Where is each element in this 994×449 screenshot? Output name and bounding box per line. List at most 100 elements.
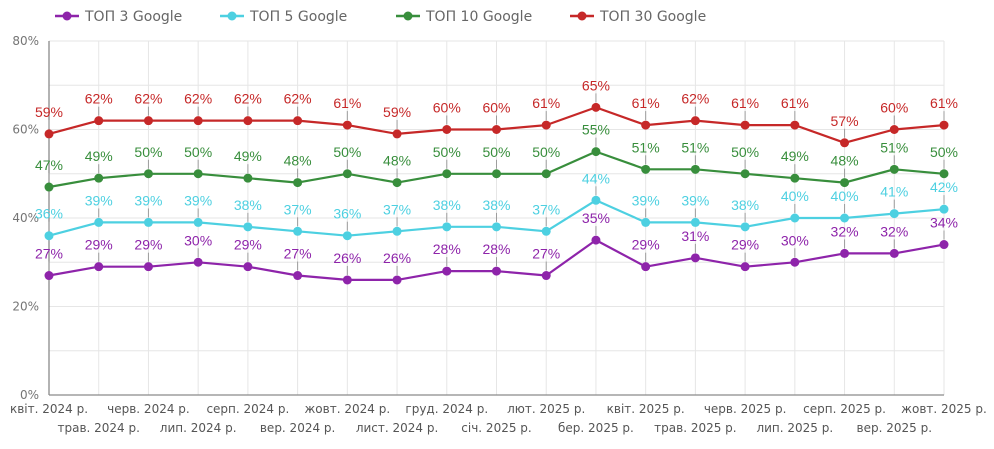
data-point bbox=[193, 217, 203, 227]
data-point bbox=[442, 169, 452, 179]
data-label: 27% bbox=[284, 246, 312, 262]
legend-marker-icon bbox=[62, 11, 72, 21]
data-point bbox=[243, 173, 253, 183]
legend: ТОП 3 Google ТОП 5 Google ТОП 10 Google ТОП… bbox=[55, 9, 706, 25]
data-point bbox=[541, 120, 551, 130]
data-point bbox=[541, 271, 551, 281]
x-tick-label: лист. 2024 р. bbox=[356, 421, 438, 435]
data-point bbox=[641, 262, 651, 272]
data-label: 36% bbox=[35, 206, 63, 222]
data-point bbox=[790, 257, 800, 267]
data-point bbox=[939, 240, 949, 250]
data-point bbox=[193, 169, 203, 179]
data-point bbox=[44, 129, 54, 139]
data-label: 48% bbox=[383, 153, 411, 169]
data-label: 65% bbox=[582, 77, 610, 93]
data-point bbox=[492, 169, 501, 179]
data-point bbox=[939, 204, 949, 214]
series bbox=[44, 93, 949, 285]
data-label: 29% bbox=[731, 237, 759, 253]
data-point bbox=[44, 182, 54, 192]
data-point bbox=[840, 213, 850, 223]
data-point bbox=[690, 116, 700, 126]
data-label: 50% bbox=[184, 144, 212, 160]
y-tick-label: 80% bbox=[12, 34, 39, 48]
data-label: 61% bbox=[731, 95, 759, 111]
data-label: 60% bbox=[433, 100, 461, 116]
data-point bbox=[392, 178, 402, 188]
x-tick-label: трав. 2025 р. bbox=[654, 421, 736, 435]
x-tick-label: серп. 2024 р. bbox=[206, 402, 289, 416]
data-label: 34% bbox=[930, 215, 958, 231]
data-point bbox=[442, 222, 452, 232]
data-label: 42% bbox=[930, 179, 958, 195]
data-point bbox=[840, 178, 850, 188]
data-point bbox=[641, 120, 651, 130]
data-point bbox=[740, 120, 750, 130]
data-labels: 27% 29% 29% 30% 29% 27% 26% 26% 28% 28% 27% 35% 29% 3… bbox=[35, 77, 958, 266]
data-label: 51% bbox=[880, 139, 908, 155]
data-point bbox=[293, 178, 303, 188]
x-tick-label: бер. 2025 р. bbox=[558, 421, 634, 435]
data-label: 39% bbox=[85, 192, 113, 208]
data-label: 59% bbox=[383, 104, 411, 120]
data-point bbox=[193, 116, 203, 126]
y-tick-label: 60% bbox=[12, 123, 39, 137]
legend-marker-icon bbox=[403, 11, 413, 21]
x-tick-label: черв. 2024 р. bbox=[107, 402, 190, 416]
data-point bbox=[342, 120, 352, 130]
series-топ-3-google bbox=[44, 226, 949, 285]
data-point bbox=[840, 248, 850, 258]
data-label: 49% bbox=[85, 148, 113, 164]
data-point bbox=[591, 235, 601, 245]
y-axis-ticks: 0% 20% 40% 60% 80% bbox=[12, 34, 39, 402]
data-point bbox=[44, 231, 54, 241]
x-tick-label: вер. 2025 р. bbox=[857, 421, 933, 435]
series-топ-5-google bbox=[44, 186, 949, 241]
data-label: 28% bbox=[482, 241, 510, 257]
data-point bbox=[889, 125, 899, 134]
x-tick-label: квіт. 2025 р. bbox=[607, 402, 685, 416]
x-tick-label: лют. 2025 р. bbox=[507, 402, 585, 416]
data-point bbox=[690, 253, 700, 263]
data-point bbox=[143, 262, 153, 272]
data-label: 38% bbox=[433, 197, 461, 213]
data-point bbox=[193, 257, 203, 267]
data-label: 37% bbox=[383, 201, 411, 217]
legend-marker-icon bbox=[227, 11, 237, 21]
y-tick-label: 0% bbox=[20, 388, 39, 402]
data-label: 41% bbox=[880, 184, 908, 200]
data-point bbox=[143, 116, 153, 126]
data-point bbox=[889, 164, 899, 174]
data-point bbox=[392, 129, 402, 139]
legend-label: ТОП 3 Google bbox=[84, 9, 182, 25]
data-label: 57% bbox=[831, 113, 859, 129]
data-label: 59% bbox=[35, 104, 63, 120]
data-label: 61% bbox=[781, 95, 809, 111]
data-point bbox=[342, 169, 352, 179]
data-point bbox=[293, 226, 303, 236]
data-label: 39% bbox=[681, 192, 709, 208]
data-point bbox=[541, 169, 551, 179]
legend-item: ТОП 10 Google bbox=[396, 9, 532, 25]
data-label: 61% bbox=[532, 95, 560, 111]
data-point bbox=[442, 125, 452, 134]
data-label: 60% bbox=[880, 100, 908, 116]
data-label: 37% bbox=[532, 201, 560, 217]
data-label: 38% bbox=[731, 197, 759, 213]
legend-marker-icon bbox=[577, 11, 587, 21]
data-label: 50% bbox=[134, 144, 162, 160]
data-label: 61% bbox=[333, 95, 361, 111]
data-label: 51% bbox=[681, 139, 709, 155]
data-point bbox=[591, 102, 601, 112]
data-point bbox=[790, 173, 800, 183]
data-point bbox=[243, 222, 253, 232]
x-tick-label: жовт. 2025 р. bbox=[901, 402, 987, 416]
data-label: 62% bbox=[234, 91, 262, 107]
data-point bbox=[143, 217, 153, 227]
data-point bbox=[591, 195, 601, 205]
data-label: 27% bbox=[532, 246, 560, 262]
data-label: 62% bbox=[134, 91, 162, 107]
data-label: 29% bbox=[85, 237, 113, 253]
data-point bbox=[840, 138, 850, 148]
